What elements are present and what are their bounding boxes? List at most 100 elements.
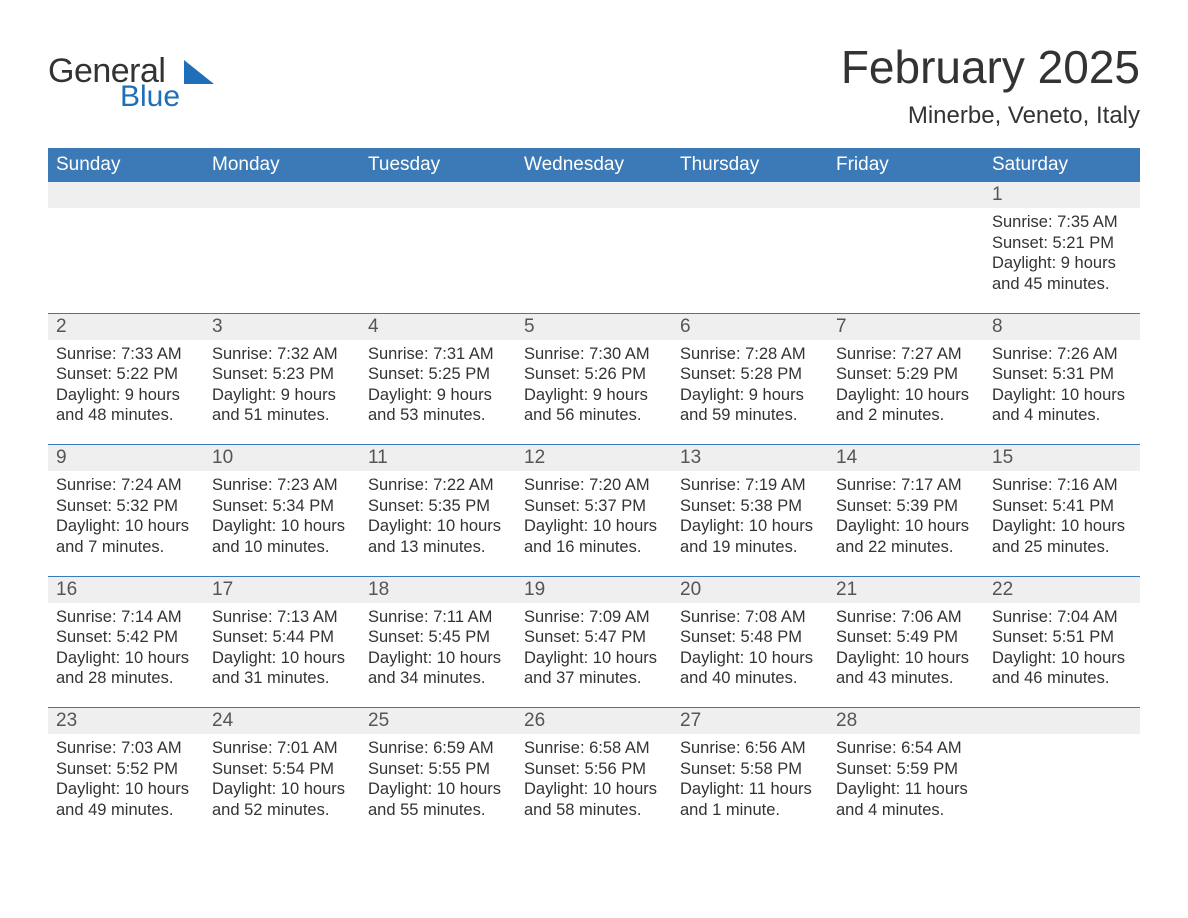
weeks-container: 1Sunrise: 7:35 AMSunset: 5:21 PMDaylight…: [48, 182, 1140, 839]
daylight-text: Daylight: 10 hours and 34 minutes.: [368, 648, 508, 689]
sunrise-text: Sunrise: 7:27 AM: [836, 344, 976, 365]
sunrise-text: Sunrise: 7:19 AM: [680, 475, 820, 496]
sunset-text: Sunset: 5:23 PM: [212, 364, 352, 385]
weekday-header-cell: Monday: [204, 148, 360, 182]
day-cell: [672, 182, 828, 313]
sunset-text: Sunset: 5:42 PM: [56, 627, 196, 648]
logo-text: General Blue: [48, 54, 180, 112]
sunrise-text: Sunrise: 6:58 AM: [524, 738, 664, 759]
location-subtitle: Minerbe, Veneto, Italy: [841, 102, 1140, 130]
day-cell: 28Sunrise: 6:54 AMSunset: 5:59 PMDayligh…: [828, 708, 984, 839]
sunrise-text: Sunrise: 7:16 AM: [992, 475, 1132, 496]
week-row: 16Sunrise: 7:14 AMSunset: 5:42 PMDayligh…: [48, 576, 1140, 708]
day-cell: 17Sunrise: 7:13 AMSunset: 5:44 PMDayligh…: [204, 577, 360, 708]
sunset-text: Sunset: 5:21 PM: [992, 233, 1132, 254]
day-cell: 16Sunrise: 7:14 AMSunset: 5:42 PMDayligh…: [48, 577, 204, 708]
sunset-text: Sunset: 5:51 PM: [992, 627, 1132, 648]
day-cell: 23Sunrise: 7:03 AMSunset: 5:52 PMDayligh…: [48, 708, 204, 839]
weekday-header-cell: Tuesday: [360, 148, 516, 182]
sunset-text: Sunset: 5:31 PM: [992, 364, 1132, 385]
weekday-header-cell: Thursday: [672, 148, 828, 182]
daylight-text: Daylight: 10 hours and 10 minutes.: [212, 516, 352, 557]
day-number: 1: [984, 182, 1140, 208]
daylight-text: Daylight: 9 hours and 51 minutes.: [212, 385, 352, 426]
sunset-text: Sunset: 5:44 PM: [212, 627, 352, 648]
day-cell: 15Sunrise: 7:16 AMSunset: 5:41 PMDayligh…: [984, 445, 1140, 576]
day-number: 15: [984, 445, 1140, 471]
day-number: [360, 182, 516, 208]
day-cell: [204, 182, 360, 313]
sunset-text: Sunset: 5:34 PM: [212, 496, 352, 517]
day-cell: [360, 182, 516, 313]
sunset-text: Sunset: 5:38 PM: [680, 496, 820, 517]
day-number: 21: [828, 577, 984, 603]
weekday-header-cell: Wednesday: [516, 148, 672, 182]
sunrise-text: Sunrise: 7:03 AM: [56, 738, 196, 759]
sunset-text: Sunset: 5:47 PM: [524, 627, 664, 648]
day-number: 2: [48, 314, 204, 340]
sunrise-text: Sunrise: 7:22 AM: [368, 475, 508, 496]
day-cell: 1Sunrise: 7:35 AMSunset: 5:21 PMDaylight…: [984, 182, 1140, 313]
sunset-text: Sunset: 5:32 PM: [56, 496, 196, 517]
sunset-text: Sunset: 5:28 PM: [680, 364, 820, 385]
day-number: 3: [204, 314, 360, 340]
week-row: 9Sunrise: 7:24 AMSunset: 5:32 PMDaylight…: [48, 444, 1140, 576]
sunset-text: Sunset: 5:56 PM: [524, 759, 664, 780]
sunset-text: Sunset: 5:59 PM: [836, 759, 976, 780]
day-number: 7: [828, 314, 984, 340]
day-number: 25: [360, 708, 516, 734]
day-number: 27: [672, 708, 828, 734]
day-number: 14: [828, 445, 984, 471]
sunrise-text: Sunrise: 7:28 AM: [680, 344, 820, 365]
daylight-text: Daylight: 11 hours and 1 minute.: [680, 779, 820, 820]
daylight-text: Daylight: 10 hours and 58 minutes.: [524, 779, 664, 820]
day-cell: 9Sunrise: 7:24 AMSunset: 5:32 PMDaylight…: [48, 445, 204, 576]
day-number: 16: [48, 577, 204, 603]
day-number: 19: [516, 577, 672, 603]
day-number: 10: [204, 445, 360, 471]
daylight-text: Daylight: 10 hours and 28 minutes.: [56, 648, 196, 689]
daylight-text: Daylight: 9 hours and 56 minutes.: [524, 385, 664, 426]
sunset-text: Sunset: 5:49 PM: [836, 627, 976, 648]
day-number: 24: [204, 708, 360, 734]
daylight-text: Daylight: 10 hours and 49 minutes.: [56, 779, 196, 820]
sunset-text: Sunset: 5:29 PM: [836, 364, 976, 385]
page-header: General Blue February 2025 Minerbe, Vene…: [48, 40, 1140, 130]
sunrise-text: Sunrise: 7:26 AM: [992, 344, 1132, 365]
daylight-text: Daylight: 10 hours and 19 minutes.: [680, 516, 820, 557]
day-cell: 25Sunrise: 6:59 AMSunset: 5:55 PMDayligh…: [360, 708, 516, 839]
daylight-text: Daylight: 10 hours and 43 minutes.: [836, 648, 976, 689]
sunset-text: Sunset: 5:55 PM: [368, 759, 508, 780]
sunset-text: Sunset: 5:25 PM: [368, 364, 508, 385]
weekday-header-cell: Sunday: [48, 148, 204, 182]
sunset-text: Sunset: 5:48 PM: [680, 627, 820, 648]
day-cell: 20Sunrise: 7:08 AMSunset: 5:48 PMDayligh…: [672, 577, 828, 708]
daylight-text: Daylight: 10 hours and 2 minutes.: [836, 385, 976, 426]
sunrise-text: Sunrise: 7:31 AM: [368, 344, 508, 365]
daylight-text: Daylight: 10 hours and 25 minutes.: [992, 516, 1132, 557]
day-number: 4: [360, 314, 516, 340]
sunrise-text: Sunrise: 7:24 AM: [56, 475, 196, 496]
sunrise-text: Sunrise: 7:04 AM: [992, 607, 1132, 628]
daylight-text: Daylight: 9 hours and 48 minutes.: [56, 385, 196, 426]
sunrise-text: Sunrise: 7:09 AM: [524, 607, 664, 628]
day-cell: 18Sunrise: 7:11 AMSunset: 5:45 PMDayligh…: [360, 577, 516, 708]
daylight-text: Daylight: 10 hours and 16 minutes.: [524, 516, 664, 557]
sunset-text: Sunset: 5:22 PM: [56, 364, 196, 385]
day-cell: 27Sunrise: 6:56 AMSunset: 5:58 PMDayligh…: [672, 708, 828, 839]
day-cell: 7 Sunrise: 7:27 AMSunset: 5:29 PMDaylight…: [828, 314, 984, 445]
weekday-header-row: SundayMondayTuesdayWednesdayThursdayFrid…: [48, 148, 1140, 182]
daylight-text: Daylight: 10 hours and 46 minutes.: [992, 648, 1132, 689]
sunrise-text: Sunrise: 7:01 AM: [212, 738, 352, 759]
day-number: 20: [672, 577, 828, 603]
day-cell: 2Sunrise: 7:33 AMSunset: 5:22 PMDaylight…: [48, 314, 204, 445]
sunrise-text: Sunrise: 6:56 AM: [680, 738, 820, 759]
daylight-text: Daylight: 10 hours and 31 minutes.: [212, 648, 352, 689]
logo-text-blue: Blue: [120, 82, 180, 112]
sunrise-text: Sunrise: 7:23 AM: [212, 475, 352, 496]
day-number: 18: [360, 577, 516, 603]
day-cell: 22Sunrise: 7:04 AMSunset: 5:51 PMDayligh…: [984, 577, 1140, 708]
daylight-text: Daylight: 11 hours and 4 minutes.: [836, 779, 976, 820]
day-cell: 14Sunrise: 7:17 AMSunset: 5:39 PMDayligh…: [828, 445, 984, 576]
logo-triangle-icon: [184, 60, 214, 89]
